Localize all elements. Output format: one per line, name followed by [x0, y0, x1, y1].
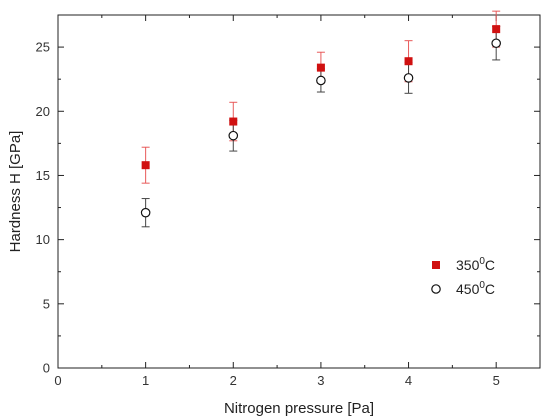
y-tick-label: 5 [43, 296, 50, 311]
y-tick-label: 15 [36, 168, 50, 183]
data-point-square [404, 57, 413, 66]
data-point-square [141, 161, 150, 170]
data-point-circle [316, 75, 326, 86]
data-point-square [316, 63, 325, 72]
data-point-circle [491, 38, 501, 49]
axes-group [57, 14, 541, 369]
legend-marker-square [432, 261, 440, 269]
x-tick-label: 0 [54, 373, 61, 388]
data-point-square [229, 117, 238, 126]
y-tick-label: 0 [43, 361, 50, 376]
y-axis-label: Hardness H [GPa] [7, 131, 24, 253]
data-markers [140, 25, 501, 218]
x-tick-label: 4 [405, 373, 412, 388]
legend-label: 4500C [456, 280, 495, 297]
data-point-circle [140, 207, 151, 218]
x-axis-label: Nitrogen pressure [Pa] [224, 400, 374, 417]
data-point-circle [403, 73, 414, 83]
legend-label: 3500C [456, 256, 495, 273]
y-tick-label: 25 [36, 40, 50, 55]
x-tick-label: 5 [493, 373, 500, 388]
error-bars [141, 10, 501, 228]
data-point-square [492, 25, 501, 34]
plot-frame [57, 14, 541, 369]
data-point-circle [228, 130, 239, 141]
legend-item: 3500C [432, 256, 495, 273]
y-tick-label: 20 [36, 104, 50, 119]
x-tick-label: 1 [142, 373, 149, 388]
x-tick-label: 2 [230, 373, 237, 388]
legend-item: 4500C [431, 280, 495, 297]
x-tick-label: 3 [317, 373, 324, 388]
legend: 3500C 4500C [431, 256, 495, 297]
tick-labels: 0 1 2 3 4 5 0 5 10 15 20 25 [36, 40, 500, 388]
y-tick-label: 10 [36, 232, 50, 247]
legend-marker-circle [431, 284, 441, 294]
